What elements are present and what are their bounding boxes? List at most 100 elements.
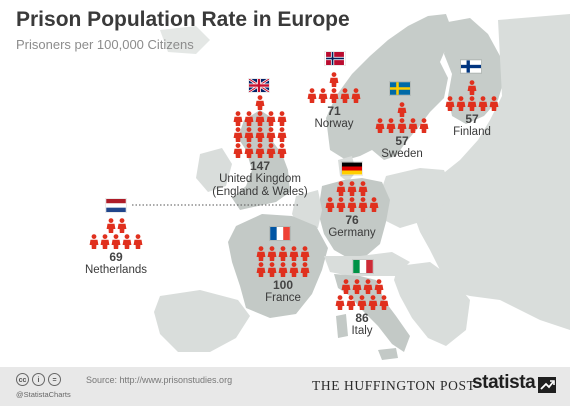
prisoner-icons xyxy=(82,218,150,249)
person-icon xyxy=(277,127,287,142)
country-norway: 71 Norway xyxy=(304,72,364,131)
person-icon xyxy=(267,246,277,261)
france-flag xyxy=(270,227,290,240)
person-icon xyxy=(289,246,299,261)
person-icon xyxy=(256,246,266,261)
person-icon xyxy=(357,295,367,310)
person-icon xyxy=(374,279,383,294)
person-icon xyxy=(419,118,429,133)
person-icon xyxy=(375,118,385,133)
eastern-europe-landmass xyxy=(412,14,570,330)
person-icon xyxy=(233,127,243,142)
country-name: Norway xyxy=(314,118,354,130)
scandinavia-landmass xyxy=(326,14,452,160)
uk-flag xyxy=(249,79,269,92)
icon-row xyxy=(233,143,287,158)
person-icon xyxy=(255,143,265,158)
country-value: 76 xyxy=(345,213,359,227)
person-icon xyxy=(358,181,368,196)
country-united-kingdom: 147 United Kingdom (England & Wales) xyxy=(205,95,315,199)
prisoner-icons xyxy=(253,246,313,277)
person-icon xyxy=(358,197,368,212)
country-netherlands: 69 Netherlands xyxy=(82,218,150,277)
person-icon xyxy=(300,246,310,261)
source-link[interactable]: Source: http://www.prisonstudies.org xyxy=(86,375,233,385)
prisoner-icons xyxy=(205,95,315,158)
person-icon xyxy=(266,111,276,126)
by-icon[interactable]: i xyxy=(32,373,45,386)
icon-row xyxy=(445,96,499,111)
person-icon xyxy=(318,88,328,103)
person-icon xyxy=(106,218,115,233)
icon-row xyxy=(106,218,127,233)
italy-landmass xyxy=(334,274,410,352)
person-icon xyxy=(117,218,126,233)
person-icon xyxy=(489,96,499,111)
person-icon xyxy=(329,72,339,87)
person-icon xyxy=(397,102,407,117)
germany-landmass xyxy=(318,178,390,258)
icon-row xyxy=(255,95,265,110)
europe-map xyxy=(132,14,570,360)
icon-row xyxy=(89,234,143,249)
person-icon xyxy=(467,96,477,111)
person-icon xyxy=(456,96,466,111)
statista-logo[interactable]: statista xyxy=(472,372,536,393)
person-icon xyxy=(255,127,265,142)
person-icon xyxy=(363,279,372,294)
person-icon xyxy=(244,111,254,126)
italy-flag xyxy=(353,260,373,273)
person-icon xyxy=(255,95,265,110)
prisoner-icons xyxy=(372,102,432,133)
country-name: France xyxy=(265,292,301,304)
country-finland: 57 Finland xyxy=(442,80,502,139)
country-name: Italy xyxy=(351,325,373,337)
germany-flag xyxy=(342,162,362,175)
person-icon xyxy=(256,262,266,277)
person-icon xyxy=(386,118,396,133)
footer-bar xyxy=(0,367,570,406)
norway-flag xyxy=(326,52,344,65)
person-icon xyxy=(233,143,243,158)
sweden-flag xyxy=(390,82,410,95)
country-value: 57 xyxy=(395,134,409,148)
prisoner-icons xyxy=(442,80,502,111)
france-landmass xyxy=(228,214,328,318)
country-name-line2: (England & Wales) xyxy=(212,186,308,198)
country-sweden: 57 Sweden xyxy=(372,102,432,161)
huffington-post-logo[interactable]: THE HUFFINGTON POST xyxy=(312,378,476,393)
person-icon xyxy=(266,127,276,142)
person-icon xyxy=(335,295,345,310)
chart-title: Prison Population Rate in Europe xyxy=(16,8,350,31)
person-icon xyxy=(267,262,277,277)
country-value: 147 xyxy=(249,159,271,173)
person-icon xyxy=(111,234,121,249)
sicily-landmass xyxy=(378,348,398,360)
statista-charts-handle[interactable]: @StatistaCharts xyxy=(16,390,71,399)
country-value: 69 xyxy=(109,250,123,264)
icon-row xyxy=(256,246,310,261)
icon-row xyxy=(341,279,384,294)
country-germany: 76 Germany xyxy=(322,181,382,240)
person-icon xyxy=(445,96,455,111)
person-icon xyxy=(277,143,287,158)
country-name: Sweden xyxy=(381,148,423,160)
country-italy: 86 Italy xyxy=(332,279,392,338)
person-icon xyxy=(233,111,243,126)
person-icon xyxy=(369,197,379,212)
person-icon xyxy=(255,111,265,126)
icon-row xyxy=(233,111,287,126)
person-icon xyxy=(122,234,132,249)
person-icon xyxy=(300,262,310,277)
nd-icon[interactable]: = xyxy=(48,373,61,386)
person-icon xyxy=(329,88,339,103)
cc-icon[interactable]: cc xyxy=(16,373,29,386)
ireland-landmass xyxy=(196,148,232,192)
person-icon xyxy=(277,111,287,126)
license-icons[interactable]: cc i = xyxy=(16,373,61,386)
person-icon xyxy=(336,197,346,212)
prisoner-icons xyxy=(304,72,364,103)
person-icon xyxy=(379,295,389,310)
person-icon xyxy=(133,234,143,249)
